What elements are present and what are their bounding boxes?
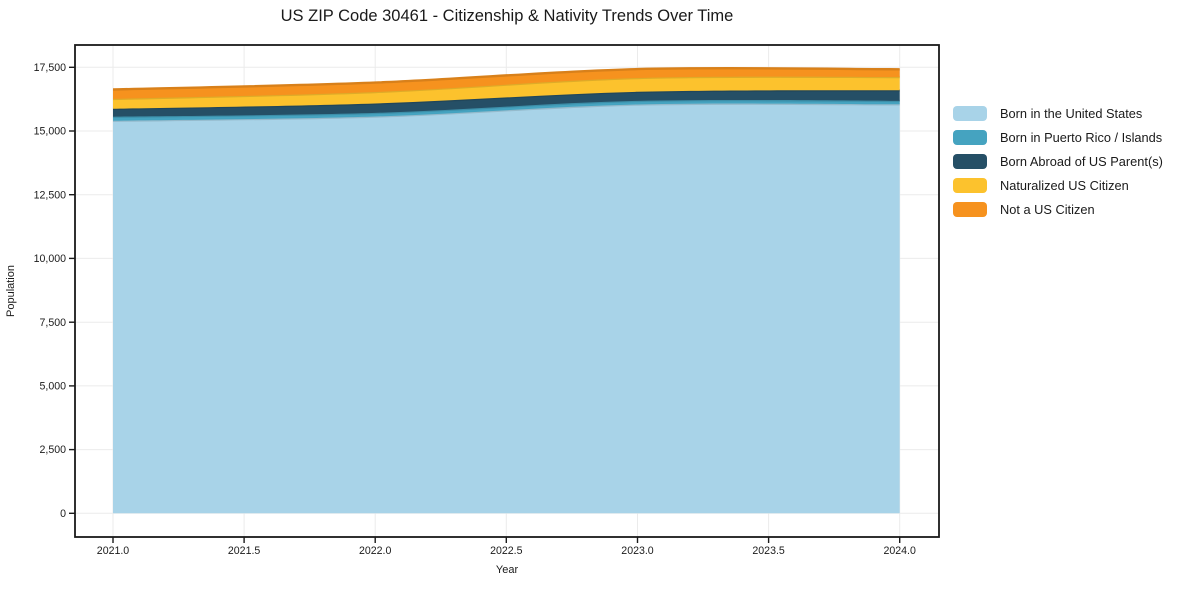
x-tick-label: 2023.5 bbox=[752, 545, 785, 557]
legend-item-born-abroad-of-us-parent-s: Born Abroad of US Parent(s) bbox=[953, 149, 1163, 173]
area-not-a-us-citizen bbox=[113, 68, 900, 99]
legend-swatch-icon bbox=[953, 177, 987, 193]
legend-swatch-icon bbox=[953, 105, 987, 121]
legend-label: Born Abroad of US Parent(s) bbox=[1000, 153, 1163, 169]
area-born-abroad-of-us-parent-s bbox=[113, 90, 900, 117]
x-tick-label: 2024.0 bbox=[883, 545, 916, 557]
y-tick-label: 10,000 bbox=[34, 253, 67, 265]
legend-label: Naturalized US Citizen bbox=[1000, 177, 1129, 193]
x-tick-label: 2022.5 bbox=[490, 545, 523, 557]
legend-item-naturalized-us-citizen: Naturalized US Citizen bbox=[953, 173, 1163, 197]
y-tick-label: 7,500 bbox=[39, 317, 66, 329]
chart-title: US ZIP Code 30461 - Citizenship & Nativi… bbox=[280, 7, 734, 25]
legend-label: Born in Puerto Rico / Islands bbox=[1000, 129, 1163, 145]
y-tick-label: 17,500 bbox=[34, 62, 67, 74]
x-tick-label: 2021.5 bbox=[228, 545, 261, 557]
x-tick-label: 2021.0 bbox=[97, 545, 130, 557]
line-not-a-us-citizen bbox=[112, 66, 900, 91]
y-tick-label: 5,000 bbox=[39, 381, 66, 393]
legend-swatch-icon bbox=[953, 201, 987, 217]
y-axis-label: Population bbox=[5, 265, 17, 317]
plot-frame bbox=[74, 44, 940, 538]
legend-label: Born in the United States bbox=[1000, 105, 1143, 121]
y-tick-label: 15,000 bbox=[34, 126, 67, 138]
x-tick-label: 2022.0 bbox=[359, 545, 392, 557]
legend-item-born-in-puerto-rico-islands: Born in Puerto Rico / Islands bbox=[953, 125, 1163, 149]
area-born-in-puerto-rico-islands bbox=[113, 100, 900, 121]
legend-item-not-a-us-citizen: Not a US Citizen bbox=[953, 197, 1163, 221]
area-born-in-the-united-states bbox=[113, 103, 900, 514]
x-axis-label: Year bbox=[496, 564, 519, 576]
y-tick-label: 12,500 bbox=[34, 189, 67, 201]
y-tick-label: 2,500 bbox=[39, 444, 66, 456]
legend-swatch-icon bbox=[953, 129, 987, 145]
legend-swatch-icon bbox=[953, 153, 987, 169]
legend: Born in the United States Born in Puerto … bbox=[953, 101, 1163, 221]
y-tick-label: 0 bbox=[60, 508, 66, 520]
x-tick-label: 2023.0 bbox=[621, 545, 654, 557]
legend-item-born-in-the-united-states: Born in the United States bbox=[953, 101, 1163, 125]
area-naturalized-us-citizen bbox=[113, 76, 900, 109]
legend-label: Not a US Citizen bbox=[1000, 201, 1095, 217]
